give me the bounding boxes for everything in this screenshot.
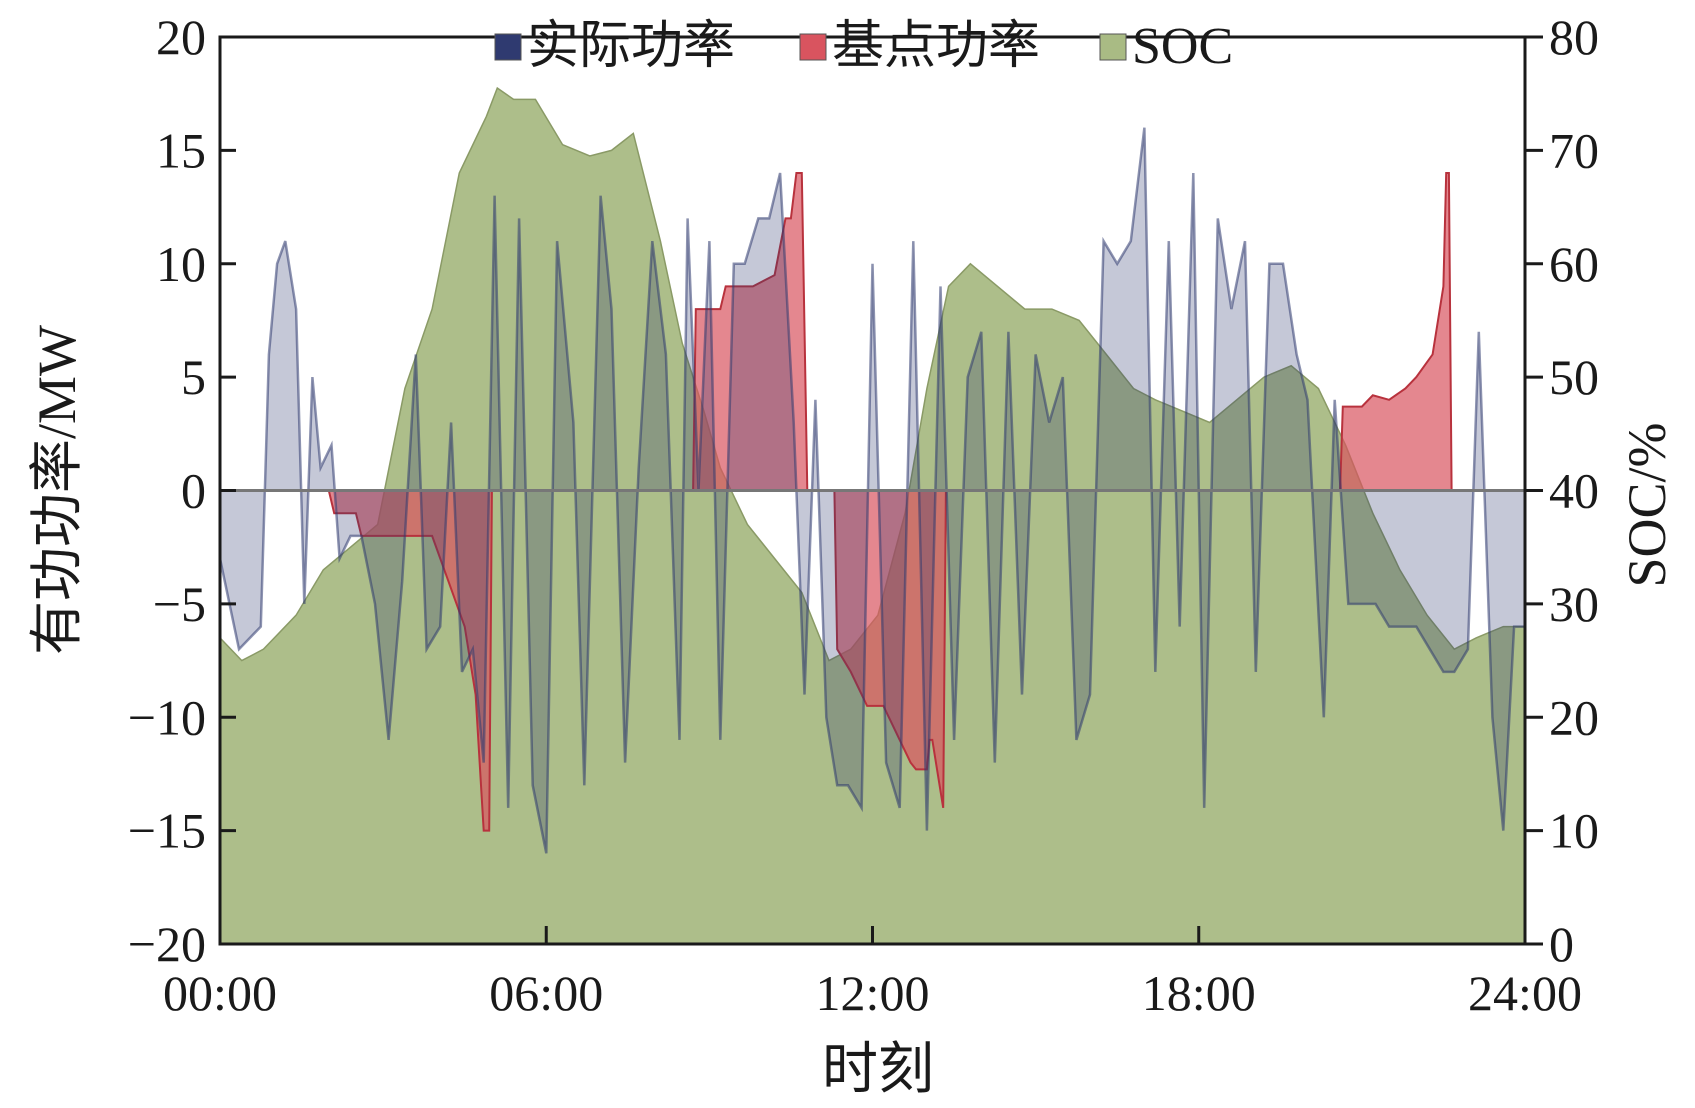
legend-item: 基点功率 — [799, 18, 1040, 75]
y-tick-label-right: 10 — [1549, 803, 1599, 859]
x-tick-label: 12:00 — [816, 965, 930, 1021]
axes-layer: 20151050−5−10−15−208070605040302010000:0… — [128, 9, 1599, 1021]
legend-label: 基点功率 — [832, 18, 1040, 75]
y-tick-label-left: 20 — [156, 9, 206, 65]
y-tick-label-right: 80 — [1549, 9, 1599, 65]
x-axis-label: 时刻 — [822, 1039, 934, 1101]
legend-swatch — [1099, 33, 1127, 61]
legend-swatch — [799, 33, 827, 61]
y-tick-label-right: 70 — [1549, 122, 1599, 178]
y-tick-label-right: 50 — [1549, 349, 1599, 405]
legend-item: SOC — [1099, 18, 1233, 75]
y-tick-label-right: 30 — [1549, 576, 1599, 632]
x-tick-label: 24:00 — [1468, 965, 1582, 1021]
y-tick-label-left: −15 — [128, 803, 206, 859]
legend: 实际功率 基点功率 SOC — [494, 18, 1233, 75]
y-axis-label-right: SOC/% — [1617, 422, 1677, 587]
series-actual-power-line — [218, 127, 1525, 854]
y-tick-label-left: −10 — [128, 689, 206, 745]
y-tick-label-right: 40 — [1549, 463, 1599, 519]
y-tick-label-right: 20 — [1549, 689, 1599, 745]
series-layer — [218, 86, 1526, 945]
y-tick-label-right: 60 — [1549, 236, 1599, 292]
legend-label: SOC — [1132, 18, 1233, 75]
y-tick-label-left: 5 — [181, 349, 206, 405]
y-tick-label-left: 0 — [181, 463, 206, 519]
x-tick-label: 18:00 — [1142, 965, 1256, 1021]
y-tick-label-right: 0 — [1549, 916, 1574, 972]
y-tick-label-left: 15 — [156, 122, 206, 178]
y-tick-label-left: −5 — [153, 576, 206, 632]
y-tick-label-left: 10 — [156, 236, 206, 292]
x-tick-label: 00:00 — [163, 965, 277, 1021]
y-axis-label-left: 有功功率/MW — [27, 325, 87, 655]
legend-item: 实际功率 — [494, 18, 735, 75]
legend-label: 实际功率 — [527, 18, 735, 75]
x-tick-label: 06:00 — [489, 965, 603, 1021]
legend-swatch — [494, 33, 522, 61]
y-tick-label-left: −20 — [128, 916, 206, 972]
